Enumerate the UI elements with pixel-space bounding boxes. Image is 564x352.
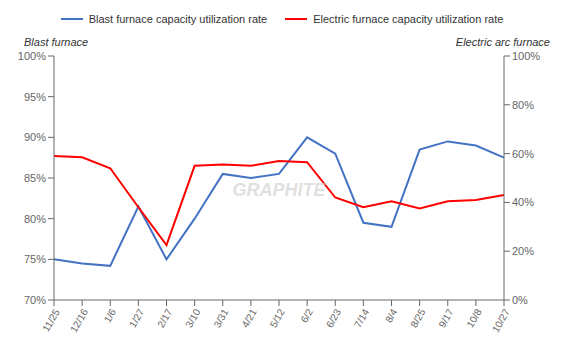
svg-text:60%: 60%: [512, 148, 534, 160]
svg-text:2/17: 2/17: [155, 307, 174, 330]
svg-text:80%: 80%: [512, 99, 534, 111]
html-text:Electric arc furnace: Electric arc furnace: [455, 36, 550, 48]
svg-text:5/12: 5/12: [268, 307, 287, 330]
svg-text:20%: 20%: [512, 245, 534, 257]
html-text:Blast furnace: Blast furnace: [24, 36, 89, 48]
svg-text:8/4: 8/4: [383, 307, 400, 325]
svg-text:75%: 75%: [24, 253, 46, 265]
svg-text:10/8: 10/8: [464, 307, 483, 330]
svg-text:9/17: 9/17: [436, 307, 455, 330]
svg-text:6/23: 6/23: [324, 307, 343, 330]
svg-text:1/6: 1/6: [102, 307, 119, 325]
svg-text:40%: 40%: [512, 196, 534, 208]
svg-text:1/27: 1/27: [127, 307, 146, 330]
svg-text:7/14: 7/14: [352, 307, 371, 330]
svg-text:100%: 100%: [18, 50, 46, 62]
svg-text:80%: 80%: [24, 213, 46, 225]
svg-text:0%: 0%: [512, 294, 528, 306]
svg-text:8/25: 8/25: [408, 307, 427, 330]
svg-text:4/21: 4/21: [239, 307, 258, 330]
svg-text:100%: 100%: [512, 50, 540, 62]
html-text:GRAPHITE: GRAPHITE: [232, 180, 326, 201]
html-text:Blast furnace capacity utiliza: Blast furnace capacity utilization rate: [88, 13, 268, 25]
svg-text:12/16: 12/16: [68, 307, 90, 335]
svg-text:11/25: 11/25: [40, 307, 62, 334]
svg-text:3/31: 3/31: [211, 307, 230, 330]
svg-text:95%: 95%: [24, 91, 46, 103]
svg-text:90%: 90%: [24, 131, 46, 143]
svg-text:10/27: 10/27: [490, 307, 512, 335]
svg-text:3/10: 3/10: [183, 307, 202, 330]
svg-text:85%: 85%: [24, 172, 46, 184]
html-text:Electric furnace capacity util: Electric furnace capacity utilization ra…: [313, 13, 504, 25]
svg-text:70%: 70%: [24, 294, 46, 306]
svg-text:6/2: 6/2: [299, 307, 316, 325]
